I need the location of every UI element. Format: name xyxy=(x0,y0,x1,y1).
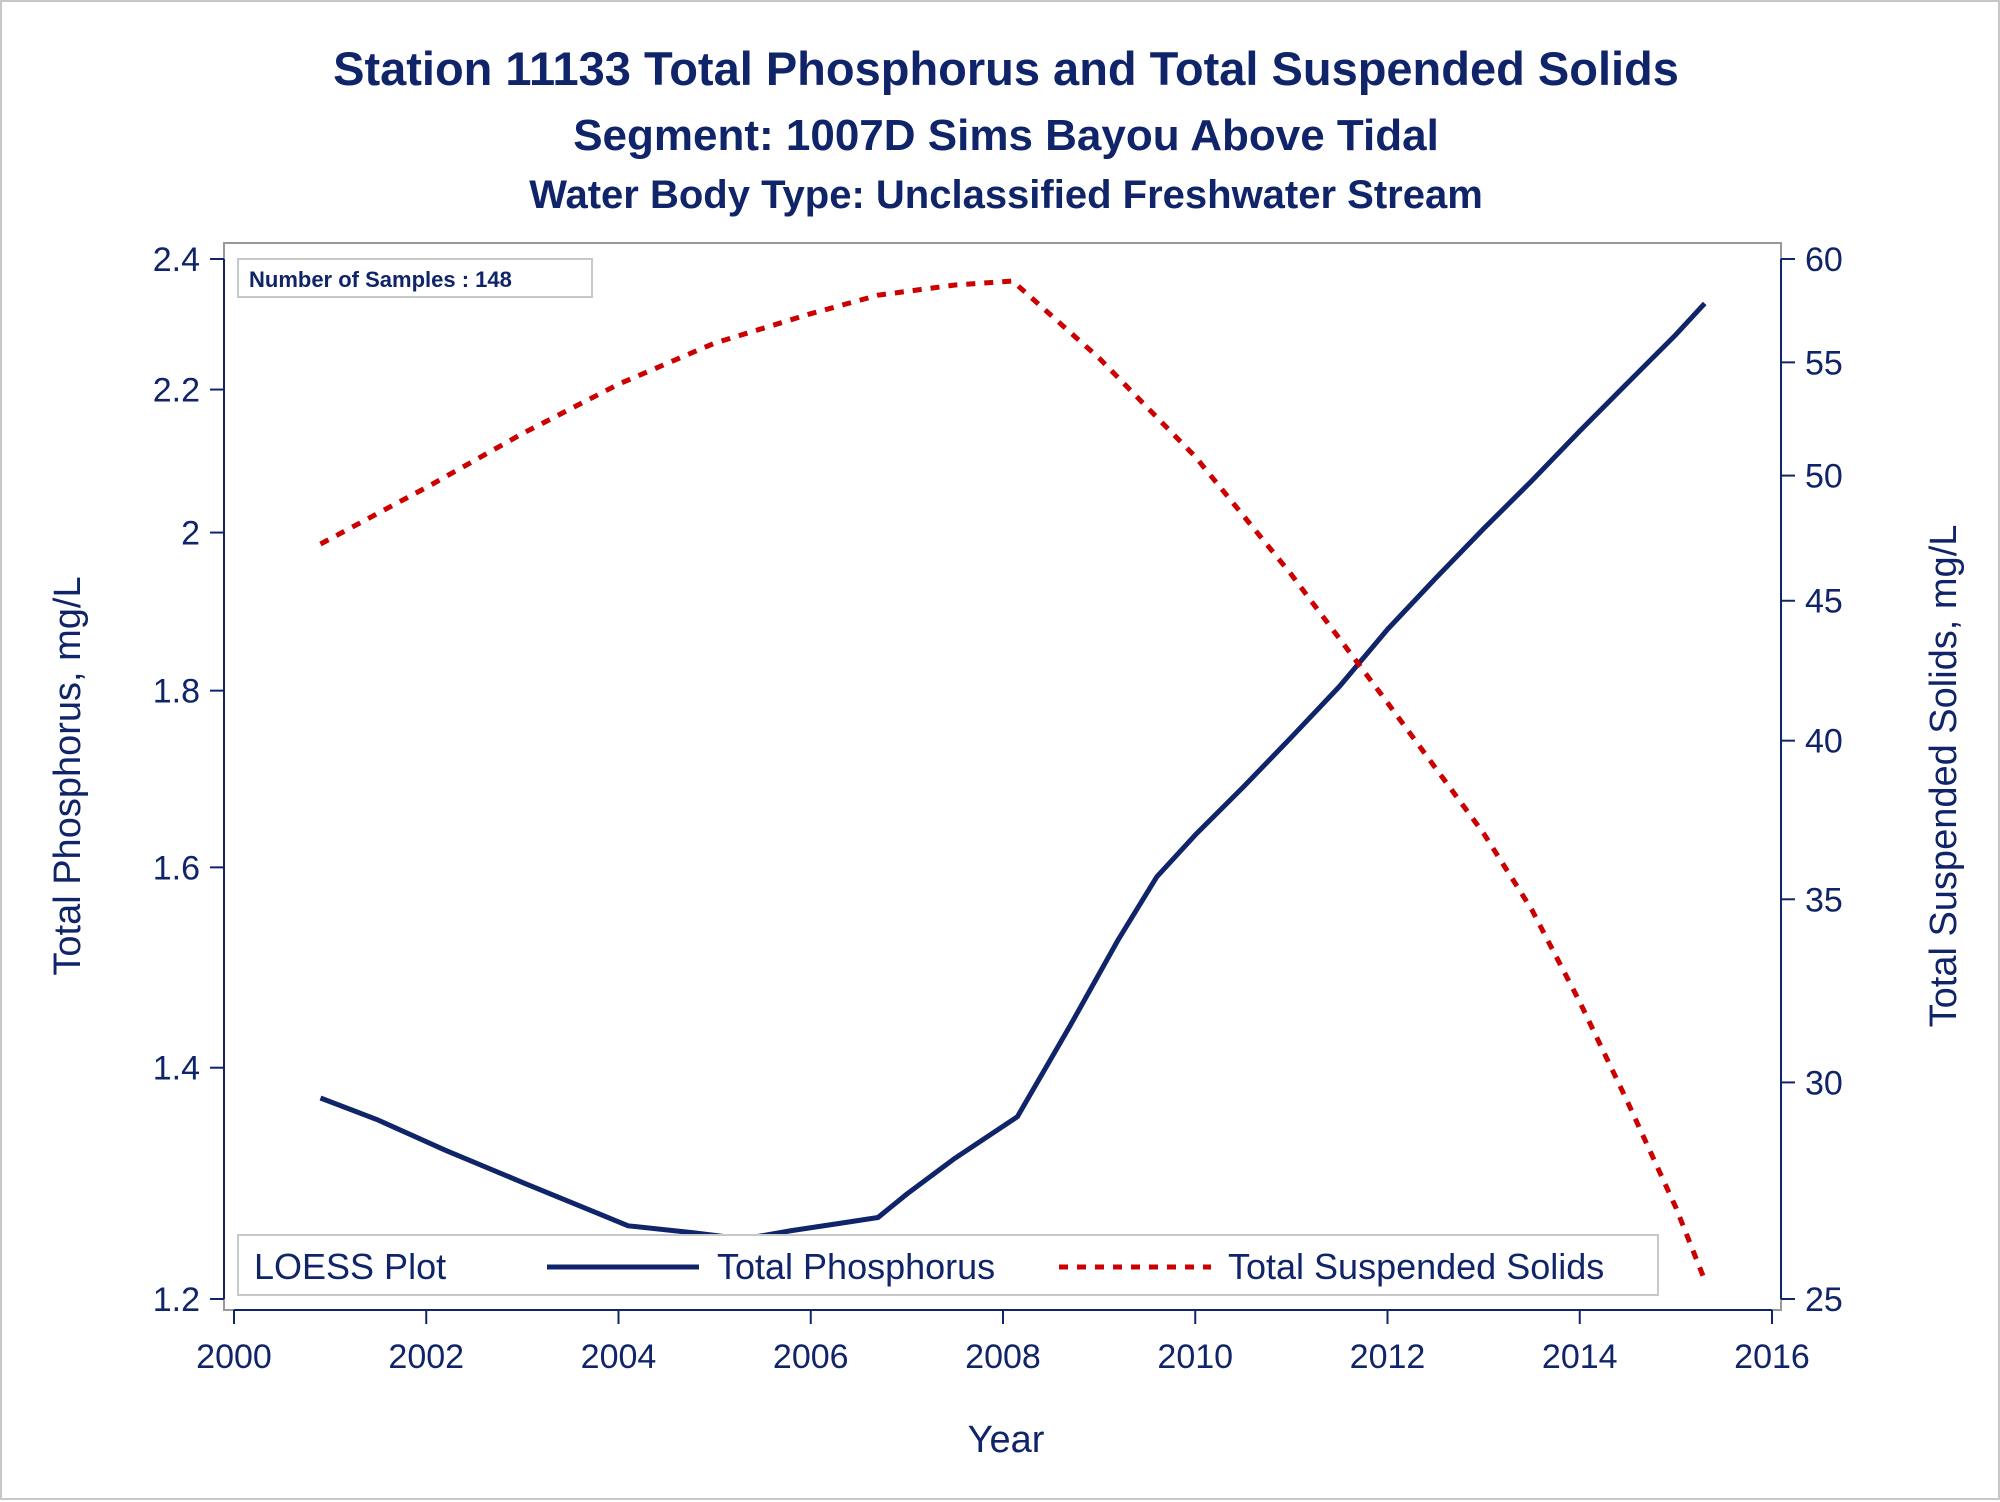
x-tick-label: 2002 xyxy=(388,1338,464,1376)
y2-tick-label: 60 xyxy=(1805,241,1843,279)
chart-title: Station 11133 Total Phosphorus and Total… xyxy=(333,42,1679,95)
y2-tick-label: 30 xyxy=(1805,1064,1843,1102)
legend-box xyxy=(237,1234,1659,1296)
y-axis-right: 25 30 35 40 45 50 55 60 xyxy=(1780,241,1843,1319)
y-axis-label-right: Total Suspended Solids, mg/L xyxy=(1923,525,1965,1028)
y-tick-label: 1.6 xyxy=(153,849,200,887)
plot-area xyxy=(223,242,1782,1311)
series-line-total-phosphorus xyxy=(319,301,1707,1242)
x-tick-label: 2014 xyxy=(1542,1338,1618,1376)
y-axis-label-left: Total Phosphorus, mg/L xyxy=(47,576,89,975)
series-line-total-suspended-solids xyxy=(319,278,1708,1282)
y2-tick-label: 45 xyxy=(1805,583,1843,621)
legend-item-tss: Total Suspended Solids xyxy=(1228,1246,1604,1287)
sample-count-label: Number of Samples : 148 xyxy=(249,267,512,292)
x-tick-label: 2006 xyxy=(773,1338,849,1376)
y-tick-label: 1.4 xyxy=(153,1050,200,1088)
x-axis-label: Year xyxy=(968,1419,1045,1461)
y2-tick-label: 50 xyxy=(1805,458,1843,496)
y-tick-label: 2 xyxy=(181,515,200,553)
x-tick-label: 2004 xyxy=(581,1338,657,1376)
legend-title: LOESS Plot xyxy=(254,1246,446,1287)
y-tick-label: 1.2 xyxy=(153,1281,200,1319)
x-tick-label: 2010 xyxy=(1157,1338,1233,1376)
y2-tick-label: 55 xyxy=(1805,344,1843,382)
chart-subtitle-water-body: Water Body Type: Unclassified Freshwater… xyxy=(529,173,1483,217)
y-tick-label: 2.2 xyxy=(153,372,200,410)
chart-subtitle-segment: Segment: 1007D Sims Bayou Above Tidal xyxy=(573,111,1439,160)
legend-item-phosphorus: Total Phosphorus xyxy=(717,1246,995,1287)
x-tick-label: 2000 xyxy=(196,1338,272,1376)
sample-count-box xyxy=(237,258,593,298)
y2-tick-label: 40 xyxy=(1805,723,1843,761)
x-tick-label: 2012 xyxy=(1350,1338,1426,1376)
y-axis-left: 1.2 1.4 1.6 1.8 2 2.2 2.4 xyxy=(153,241,225,1319)
y-tick-label: 2.4 xyxy=(153,241,200,279)
y2-tick-label: 25 xyxy=(1805,1281,1843,1319)
y-tick-label: 1.8 xyxy=(153,673,200,711)
x-tick-label: 2008 xyxy=(965,1338,1041,1376)
series-layer xyxy=(319,278,1708,1282)
x-tick-label: 2016 xyxy=(1734,1338,1810,1376)
x-axis: 2000 2002 2004 2006 2008 2010 2012 2014 2016 xyxy=(196,1309,1810,1376)
y2-tick-label: 35 xyxy=(1805,881,1843,919)
